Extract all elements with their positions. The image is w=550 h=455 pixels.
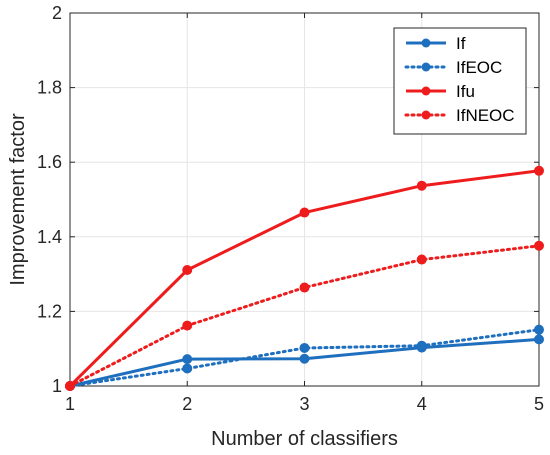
series-layer [65,165,544,391]
x-tick-label: 2 [182,394,192,414]
y-tick-label: 1.2 [37,301,62,321]
data-point-ifeoc [416,340,427,351]
x-tick-label: 1 [65,394,75,414]
x-axis-label: Number of classifiers [211,428,398,450]
legend-marker-if [421,38,431,48]
x-tick-label: 3 [299,394,309,414]
data-point-ifu [534,165,544,176]
x-tick-label: 5 [534,394,544,414]
legend-marker-ifu [421,86,431,96]
data-point-ifneoc [416,254,427,265]
data-point-if [299,353,310,364]
data-point-if [534,334,544,345]
data-point-ifeoc [182,363,193,374]
legend-label-ifu: Ifu [456,82,475,101]
legend-box [393,27,527,135]
data-point-if [182,354,193,365]
data-point-ifeoc [299,342,310,353]
series-line-ifeoc [68,328,541,388]
y-tick-label: 1 [52,376,62,396]
data-point-ifneoc [299,282,310,293]
legend-label-ifeoc: IfEOC [456,58,502,77]
axes-box [69,12,540,387]
data-point-ifu [299,207,310,218]
legend-label-if: If [456,34,466,53]
data-point-ifu [416,180,427,191]
y-axis-label: Improvement factor [7,113,29,286]
tick-labels: 1 1.2 1.4 1.6 1.8 2 1 2 3 4 5 [37,3,544,414]
y-tick-label: 1.8 [37,78,62,98]
data-point-ifeoc [534,324,544,335]
y-tick-label: 2 [52,3,62,23]
data-point-ifneoc [534,240,544,251]
data-point-ifu [182,264,193,275]
legend: If IfEOC Ifu IfNEOC [393,27,527,135]
x-tick-label: 4 [417,394,427,414]
y-tick-label: 1.6 [37,152,62,172]
data-point-ifneoc [65,381,75,391]
legend-marker-ifneoc [421,110,431,120]
y-tick-label: 1.4 [37,227,62,247]
legend-label-ifneoc: IfNEOC [456,106,515,125]
data-point-ifneoc [182,320,193,331]
legend-marker-ifeoc [421,62,431,72]
